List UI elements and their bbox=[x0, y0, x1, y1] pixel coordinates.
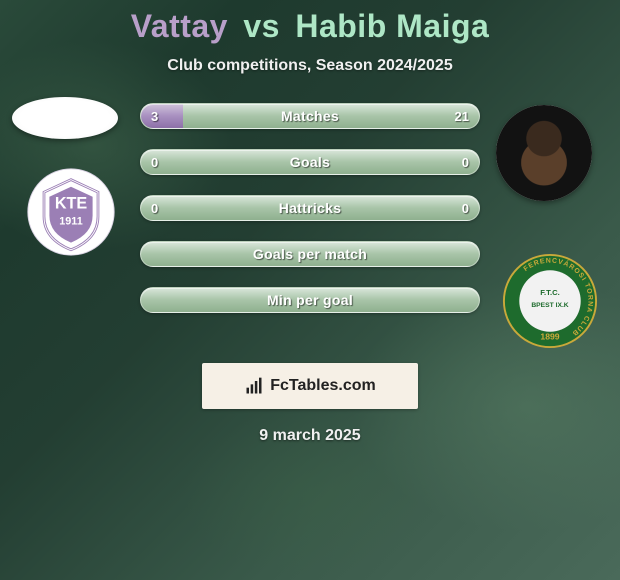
club-left-year: 1911 bbox=[59, 216, 82, 228]
page-title: Vattay vs Habib Maiga bbox=[0, 0, 620, 45]
club-right-year: 1899 bbox=[540, 331, 559, 341]
club-right-inner-1: F.T.C. bbox=[540, 288, 560, 297]
club-badge-left-svg: KTE 1911 bbox=[26, 167, 116, 257]
title-player1: Vattay bbox=[131, 8, 228, 44]
title-player2: Habib Maiga bbox=[295, 8, 489, 44]
avatar-player2 bbox=[496, 105, 592, 201]
stat-bar-row: 00Goals bbox=[140, 149, 480, 175]
stat-bar-label: Hattricks bbox=[141, 196, 479, 220]
club-badge-right-svg: FERENCVÁROSI TORNA CLUB F.T.C. BPEST IX.… bbox=[502, 253, 598, 349]
subtitle: Club competitions, Season 2024/2025 bbox=[0, 57, 620, 75]
avatar-player1 bbox=[12, 97, 118, 139]
comparison-area: KTE 1911 FERENCVÁROSI TORNA CLUB F.T.C. … bbox=[0, 103, 620, 353]
stat-bar-label: Goals per match bbox=[141, 242, 479, 266]
date-text: 9 march 2025 bbox=[0, 427, 620, 445]
club-badge-left: KTE 1911 bbox=[26, 167, 116, 257]
stat-bar-label: Min per goal bbox=[141, 288, 479, 312]
avatar-player2-face bbox=[496, 105, 592, 201]
content-root: Vattay vs Habib Maiga Club competitions,… bbox=[0, 0, 620, 580]
stat-bar-row: 321Matches bbox=[140, 103, 480, 129]
watermark-chart-icon bbox=[244, 376, 264, 396]
title-vs: vs bbox=[243, 8, 280, 44]
stat-bar-row: Min per goal bbox=[140, 287, 480, 313]
club-right-inner-2: BPEST IX.K bbox=[531, 302, 568, 309]
club-left-name: KTE bbox=[55, 194, 88, 212]
stat-bar-label: Matches bbox=[141, 104, 479, 128]
club-badge-right: FERENCVÁROSI TORNA CLUB F.T.C. BPEST IX.… bbox=[502, 253, 598, 349]
stat-bar-row: 00Hattricks bbox=[140, 195, 480, 221]
stat-bar-label: Goals bbox=[141, 150, 479, 174]
stat-bar-row: Goals per match bbox=[140, 241, 480, 267]
stat-bars: 321Matches 00Goals 00Hattricks Goals per ma… bbox=[140, 103, 480, 333]
watermark: FcTables.com bbox=[202, 363, 418, 409]
watermark-text: FcTables.com bbox=[270, 377, 376, 395]
